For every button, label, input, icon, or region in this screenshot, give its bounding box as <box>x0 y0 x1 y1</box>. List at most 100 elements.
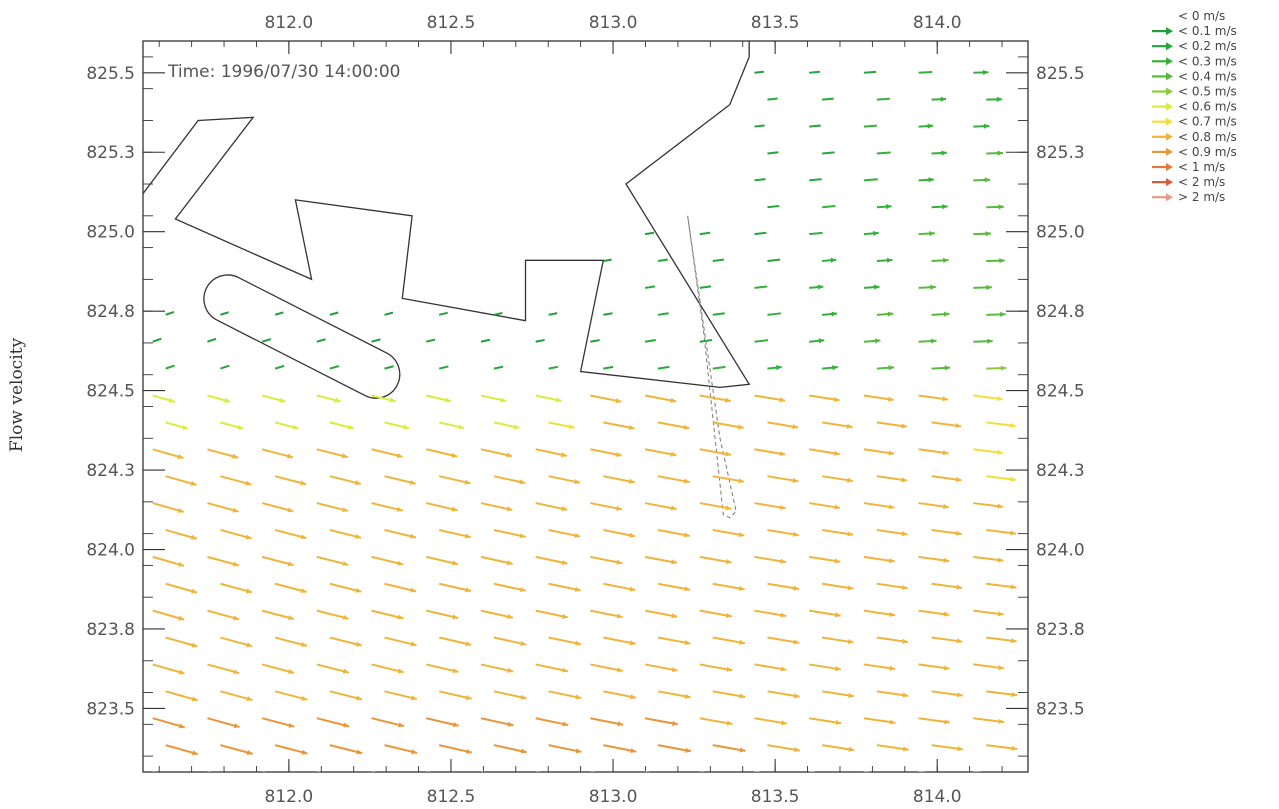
velocity-arrow <box>699 448 732 457</box>
velocity-arrow <box>821 744 855 752</box>
velocity-arrow <box>699 555 732 565</box>
legend-item: < 0.1 m/s <box>1152 24 1237 38</box>
velocity-arrow <box>329 365 340 370</box>
velocity-arrow <box>973 338 993 344</box>
velocity-arrow <box>603 744 637 754</box>
velocity-arrow <box>809 663 842 672</box>
velocity-arrow <box>384 311 394 316</box>
velocity-arrow <box>603 690 637 700</box>
velocity-arrow <box>438 744 473 754</box>
velocity-arrow <box>220 475 252 486</box>
velocity-arrow <box>863 717 896 725</box>
velocity-arrow <box>986 582 1017 590</box>
velocity-arrow <box>754 339 769 343</box>
velocity-arrow <box>371 717 405 728</box>
velocity-arrow <box>535 609 568 619</box>
velocity-arrow <box>371 771 376 772</box>
velocity-arrow <box>493 582 527 593</box>
velocity-arrow <box>712 744 746 753</box>
velocity-arrow <box>918 502 949 510</box>
velocity-arrow <box>207 502 239 513</box>
velocity-arrow <box>986 636 1017 644</box>
y-tick-label: 824.0 <box>1036 541 1085 561</box>
legend-label: < 0 m/s <box>1178 9 1225 23</box>
velocity-arrow <box>535 771 541 772</box>
velocity-arrow <box>548 365 559 370</box>
velocity-arrow <box>699 502 732 511</box>
legend-item: < 0.6 m/s <box>1152 100 1237 114</box>
velocity-arrow <box>1041 422 1070 427</box>
velocity-arrow <box>712 365 726 370</box>
velocity-arrow <box>329 421 354 430</box>
velocity-arrow <box>876 475 908 483</box>
velocity-arrow <box>152 448 184 460</box>
velocity-arrow <box>590 502 623 511</box>
velocity-arrow <box>863 394 894 402</box>
velocity-arrow <box>931 528 962 536</box>
legend-item: < 2 m/s <box>1152 175 1225 189</box>
velocity-arrow <box>1027 179 1028 181</box>
velocity-arrow <box>384 421 410 430</box>
velocity-arrow <box>261 394 286 403</box>
velocity-arrow <box>207 663 240 675</box>
velocity-arrow <box>986 258 1005 264</box>
velocity-arrow <box>863 230 879 237</box>
legend-item: < 0.8 m/s <box>1152 130 1237 144</box>
velocity-arrow <box>274 311 284 316</box>
velocity-arrow <box>480 663 514 673</box>
velocity-arrow <box>207 448 239 459</box>
velocity-arrow <box>590 663 623 673</box>
velocity-arrow <box>603 421 635 431</box>
velocity-arrow <box>1027 125 1028 127</box>
velocity-arrow <box>316 609 349 620</box>
velocity-arrow <box>261 338 272 343</box>
velocity-arrow <box>220 744 253 755</box>
velocity-arrow <box>754 609 787 618</box>
y-axis-title: Flow velocity <box>7 338 27 453</box>
velocity-arrow <box>426 663 459 674</box>
velocity-arrow <box>274 421 299 430</box>
velocity-arrow <box>767 690 800 699</box>
velocity-arrow <box>644 339 656 343</box>
velocity-arrow <box>1027 340 1028 342</box>
velocity-arrow <box>1041 97 1058 102</box>
velocity-arrow <box>274 475 307 486</box>
velocity-arrow <box>986 365 1007 371</box>
velocity-arrow <box>931 150 947 156</box>
y-tick-label: 823.8 <box>86 620 135 640</box>
velocity-arrow <box>316 394 341 403</box>
velocity-arrow <box>590 394 622 404</box>
x-tick-label: 812.0 <box>265 13 314 33</box>
velocity-arrow <box>274 582 307 594</box>
velocity-arrow <box>809 448 840 456</box>
velocity-arrow <box>480 609 514 620</box>
velocity-arrow <box>152 555 185 567</box>
velocity-arrow <box>165 529 198 540</box>
velocity-arrow <box>754 448 786 457</box>
velocity-arrow <box>152 771 157 772</box>
velocity-arrow <box>712 475 745 484</box>
velocity-arrow <box>809 124 821 128</box>
velocity-arrow <box>973 609 1004 617</box>
velocity-arrow <box>986 744 1018 751</box>
velocity-arrow <box>767 151 779 155</box>
velocity-arrow <box>207 609 240 621</box>
velocity-arrow <box>918 717 951 725</box>
velocity-arrow <box>220 636 253 648</box>
velocity-arrow <box>274 744 308 755</box>
y-tick-label: 824.5 <box>1036 382 1085 402</box>
velocity-arrow <box>657 744 692 753</box>
velocity-arrow <box>918 609 950 617</box>
velocity-arrow <box>493 690 527 700</box>
velocity-arrow <box>535 338 545 343</box>
velocity-arrow <box>535 555 568 565</box>
velocity-arrow <box>426 717 459 728</box>
velocity-arrow <box>371 502 404 512</box>
velocity-arrow <box>152 717 186 729</box>
velocity-arrow <box>821 690 855 699</box>
y-tick-label: 824.5 <box>86 382 135 402</box>
legend-label: < 0.3 m/s <box>1178 54 1237 68</box>
velocity-arrow <box>371 609 404 620</box>
velocity-arrow <box>535 717 569 727</box>
velocity-arrow <box>220 690 253 702</box>
